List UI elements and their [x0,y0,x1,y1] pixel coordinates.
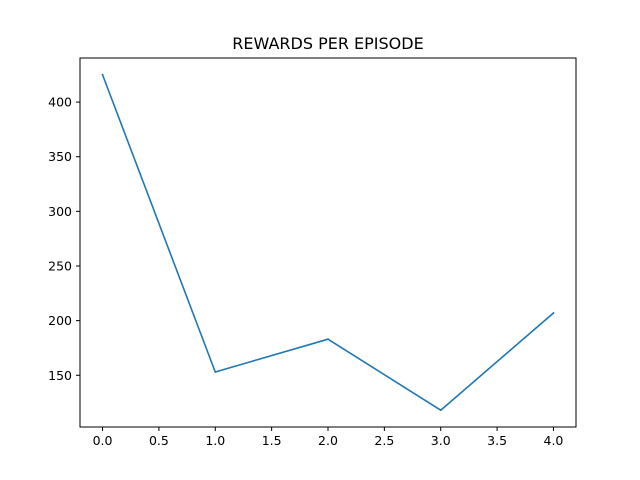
x-tick-label: 3.5 [487,433,507,448]
data-point [214,371,217,373]
x-tick-label: 3.0 [431,433,451,448]
data-point [439,409,442,412]
series-layer [101,73,555,412]
y-tick-label: 300 [48,204,72,219]
data-point [552,312,555,314]
x-axis: 0.0 0.5 1.0 1.5 2.0 2.5 3.0 3.5 4.0 [93,427,564,448]
x-tick-label: 1.5 [262,433,282,448]
x-tick-label: 0.0 [93,433,113,448]
y-tick-label: 350 [48,149,72,164]
y-tick-label: 250 [48,258,72,273]
x-tick-label: 4.0 [544,433,564,448]
data-point [327,338,329,341]
y-tick-label: 200 [48,313,72,328]
y-axis: 150 200 250 300 350 400 [48,95,80,383]
x-tick-label: 2.5 [374,433,394,448]
x-tick-label: 1.0 [205,433,225,448]
x-tick-label: 0.5 [149,433,169,448]
plot-area-frame [79,57,577,428]
chart-title: REWARDS PER EPISODE [232,34,423,53]
data-point [101,73,104,76]
y-tick-label: 150 [48,368,72,383]
x-tick-label: 2.0 [318,433,338,448]
y-tick-label: 400 [48,95,72,110]
